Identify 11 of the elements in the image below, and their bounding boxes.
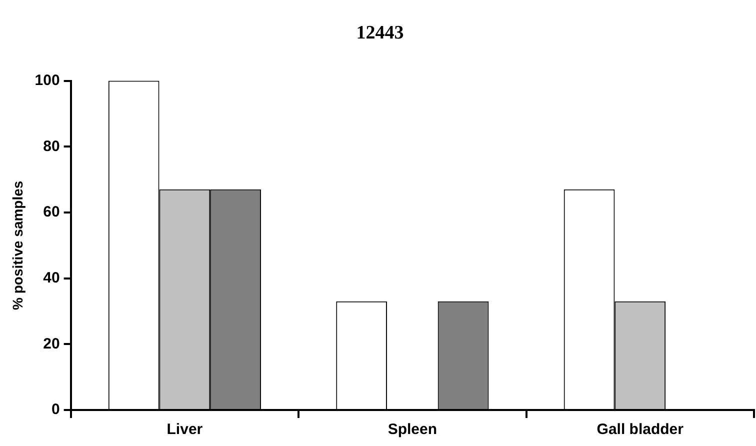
y-tick-label: 80 (43, 138, 60, 155)
y-tick-label: 0 (51, 401, 60, 418)
x-tick-label: Liver (166, 421, 203, 438)
y-tick-label: 100 (34, 72, 60, 89)
chart-title: 12443 (356, 22, 404, 44)
y-tick-label: 20 (43, 335, 60, 352)
y-axis-title: % positive samples (9, 180, 26, 310)
x-tick-label: Spleen (388, 421, 438, 438)
y-tick-label: 60 (43, 204, 60, 221)
x-tick-label: Gall bladder (596, 421, 684, 438)
y-tick-label: 40 (43, 269, 60, 286)
